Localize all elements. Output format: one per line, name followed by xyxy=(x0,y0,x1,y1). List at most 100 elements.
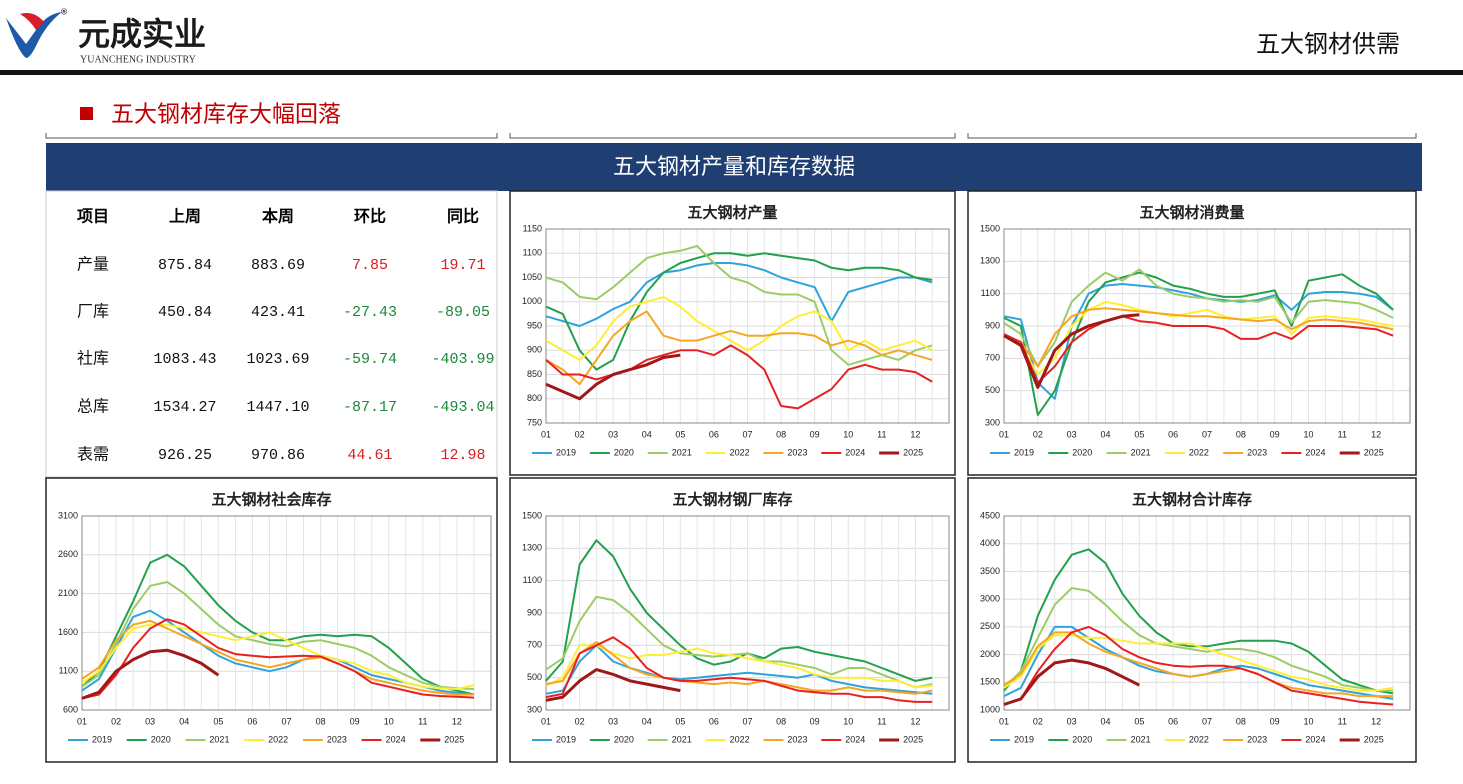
legend-label: 2022 xyxy=(1189,734,1209,744)
y-tick-label: 750 xyxy=(527,417,542,427)
logo-mark xyxy=(6,12,62,58)
series-line xyxy=(1003,271,1394,416)
registered: ® xyxy=(60,8,68,17)
series-line xyxy=(81,618,475,700)
table-frame xyxy=(45,190,498,478)
legend-label: 2025 xyxy=(903,734,923,744)
legend-label: 2019 xyxy=(556,447,576,457)
x-tick-label: 04 xyxy=(1100,716,1110,726)
table-cell: 875.84 xyxy=(158,257,212,274)
y-tick-label: 1100 xyxy=(981,288,1000,298)
series-line xyxy=(545,262,933,327)
legend-label: 2019 xyxy=(1014,447,1034,457)
table-cell: -27.43 xyxy=(343,304,397,321)
legend-label: 2021 xyxy=(1131,447,1151,457)
x-tick-label: 06 xyxy=(247,716,257,726)
table-cell: 44.61 xyxy=(347,447,392,464)
x-tick-label: 10 xyxy=(843,716,853,726)
x-tick-label: 08 xyxy=(776,429,786,439)
x-tick-label: 05 xyxy=(213,716,223,726)
plot-frame xyxy=(1003,515,1411,711)
y-tick-label: 850 xyxy=(527,369,542,379)
y-tick-label: 700 xyxy=(527,640,542,650)
chart-frame xyxy=(967,190,1417,476)
x-tick-label: 03 xyxy=(145,716,155,726)
x-tick-label: 06 xyxy=(709,716,719,726)
y-tick-label: 1050 xyxy=(522,272,542,282)
table-cell: 926.25 xyxy=(158,447,212,464)
row-label: 社库 xyxy=(77,349,109,368)
x-tick-label: 12 xyxy=(1371,716,1381,726)
series-line xyxy=(545,310,933,386)
x-tick-label: 11 xyxy=(1338,716,1347,726)
x-tick-label: 01 xyxy=(999,716,1009,726)
frame-fragments xyxy=(45,133,1417,139)
series-line xyxy=(81,553,475,696)
x-tick-label: 03 xyxy=(1067,429,1077,439)
table-header: 同比 xyxy=(447,207,479,226)
x-tick-label: 09 xyxy=(810,429,820,439)
x-tick-label: 01 xyxy=(77,716,87,726)
y-tick-label: 300 xyxy=(985,417,1000,427)
x-tick-label: 02 xyxy=(1033,429,1043,439)
x-tick-label: 02 xyxy=(111,716,121,726)
y-tick-label: 900 xyxy=(527,607,542,617)
series-line xyxy=(1003,587,1394,692)
chart-title: 五大钢材消费量 xyxy=(1139,204,1244,222)
bullet xyxy=(80,107,93,120)
legend-label: 2024 xyxy=(1305,734,1325,744)
legend-label: 2022 xyxy=(730,734,750,744)
y-tick-label: 1100 xyxy=(523,248,542,258)
x-tick-label: 10 xyxy=(1303,716,1313,726)
legend-label: 2024 xyxy=(845,734,865,744)
series-line xyxy=(81,623,475,690)
x-tick-label: 10 xyxy=(843,429,853,439)
series-line xyxy=(545,295,933,361)
x-tick-label: 06 xyxy=(709,429,719,439)
banner-title: 五大钢材产量和库存数据 xyxy=(613,155,855,180)
x-tick-label: 02 xyxy=(575,429,585,439)
y-tick-label: 2600 xyxy=(58,549,78,559)
chart: 五大钢材消费量 300 500 700 900 1100 1300 1500 01 02 03 04 0… xyxy=(967,190,1417,476)
series-line xyxy=(545,641,933,695)
x-tick-label: 06 xyxy=(1168,429,1178,439)
y-tick-label: 2100 xyxy=(58,588,78,598)
section-title: 五大钢材库存大幅回落 xyxy=(111,102,341,128)
y-tick-label: 1500 xyxy=(980,223,1000,233)
chart-title: 五大钢材产量 xyxy=(687,204,777,222)
series-line xyxy=(545,245,933,366)
series-line xyxy=(81,648,220,700)
table-header: 环比 xyxy=(354,207,386,226)
series-line xyxy=(545,668,681,702)
x-tick-label: 05 xyxy=(1134,716,1144,726)
plot-frame xyxy=(81,515,492,711)
x-tick-label: 04 xyxy=(179,716,189,726)
x-tick-label: 08 xyxy=(1236,716,1246,726)
table-cell: 19.71 xyxy=(440,257,485,274)
chart: 五大钢材社会库存 600 1100 1600 2100 2600 3100 01 02 03 04 0… xyxy=(45,477,498,763)
legend-label: 2021 xyxy=(672,734,692,744)
x-tick-label: 08 xyxy=(776,716,786,726)
legend-label: 2020 xyxy=(614,734,634,744)
x-tick-label: 05 xyxy=(675,429,685,439)
legend-label: 2025 xyxy=(444,734,464,744)
legend-label: 2020 xyxy=(1072,447,1092,457)
legend-label: 2021 xyxy=(209,734,229,744)
series-line xyxy=(545,644,933,695)
x-tick-label: 12 xyxy=(452,716,462,726)
header-rule xyxy=(0,70,1463,75)
x-tick-label: 12 xyxy=(910,716,920,726)
chart: 五大钢材合计库存 1000 1500 2000 2500 3000 3500 4000 4500… xyxy=(967,477,1417,763)
chart-title: 五大钢材社会库存 xyxy=(211,491,331,509)
legend-label: 2019 xyxy=(556,734,576,744)
table-cell: 1447.10 xyxy=(246,399,309,416)
series-line xyxy=(545,252,933,371)
row-label: 厂库 xyxy=(77,302,109,321)
y-tick-label: 2500 xyxy=(980,621,1000,631)
y-tick-label: 1100 xyxy=(523,575,542,585)
chart: 五大钢材钢厂库存 300 500 700 900 1100 1300 1500 01 02 03 04… xyxy=(509,477,956,763)
y-tick-label: 900 xyxy=(527,345,542,355)
x-tick-label: 11 xyxy=(877,429,886,439)
